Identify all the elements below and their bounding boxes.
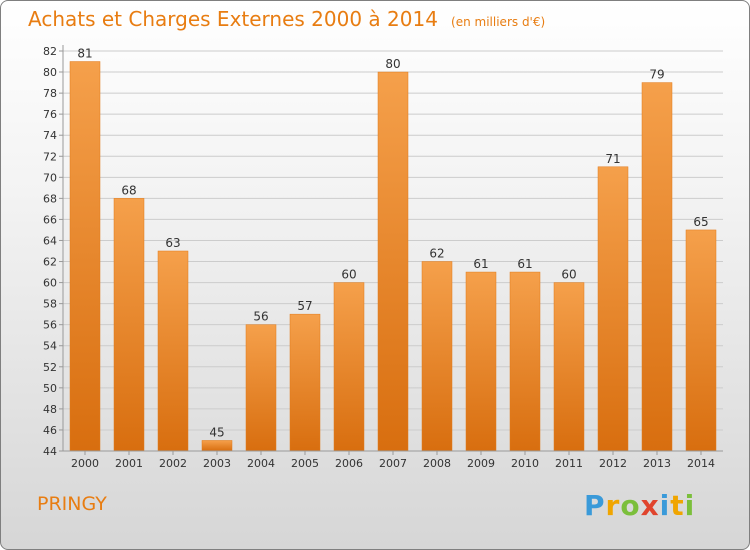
y-tick-label: 60 <box>43 277 57 290</box>
x-tick-label: 2004 <box>247 457 275 470</box>
y-tick-label: 70 <box>43 171 57 184</box>
x-tick-label: 2001 <box>115 457 143 470</box>
x-tick-label: 2005 <box>291 457 319 470</box>
y-tick-label: 44 <box>43 445 57 458</box>
data-label: 57 <box>297 299 312 313</box>
bar <box>333 282 365 452</box>
data-label: 63 <box>165 236 180 250</box>
logo-letter: i <box>684 489 696 522</box>
x-tick-label: 2006 <box>335 457 363 470</box>
bar <box>597 166 629 452</box>
y-tick-label: 56 <box>43 319 57 332</box>
x-tick-label: 2013 <box>643 457 671 470</box>
data-label: 61 <box>473 257 488 271</box>
bar <box>245 324 277 452</box>
y-tick-label: 72 <box>43 150 57 163</box>
y-tick-label: 78 <box>43 87 57 100</box>
bar <box>201 440 233 452</box>
logo-letter: o <box>620 489 641 522</box>
x-tick-label: 2010 <box>511 457 539 470</box>
data-label: 62 <box>429 247 444 261</box>
data-label: 45 <box>209 425 224 439</box>
proxiti-logo[interactable]: Proxiti <box>584 489 695 522</box>
chart-unit: (en milliers d'€) <box>451 15 546 29</box>
data-label: 68 <box>121 183 136 197</box>
x-tick-label: 2008 <box>423 457 451 470</box>
y-tick-label: 74 <box>43 129 57 142</box>
bar <box>685 229 717 452</box>
data-label: 60 <box>561 268 576 282</box>
x-tick-label: 2011 <box>555 457 583 470</box>
y-tick-label: 58 <box>43 298 57 311</box>
data-label: 60 <box>341 268 356 282</box>
data-label: 65 <box>693 215 708 229</box>
bar <box>289 313 321 452</box>
logo-letter: x <box>640 489 660 522</box>
y-tick-label: 54 <box>43 340 57 353</box>
y-tick-label: 82 <box>43 45 57 58</box>
bar <box>377 71 409 452</box>
logo-letter: P <box>584 489 606 522</box>
y-tick-label: 66 <box>43 213 57 226</box>
data-label: 71 <box>605 152 620 166</box>
data-label: 79 <box>649 68 664 82</box>
data-label: 80 <box>385 57 400 71</box>
data-label: 56 <box>253 310 268 324</box>
y-tick-label: 64 <box>43 234 57 247</box>
bar <box>421 261 453 452</box>
chart-title-block: Achats et Charges Externes 2000 à 2014 (… <box>28 7 545 31</box>
commune-name: PRINGY <box>37 493 107 515</box>
logo-letter: i <box>659 489 671 522</box>
x-tick-label: 2012 <box>599 457 627 470</box>
x-tick-label: 2007 <box>379 457 407 470</box>
y-tick-label: 68 <box>43 192 57 205</box>
logo-letter: r <box>605 489 621 522</box>
chart-title: Achats et Charges Externes 2000 à 2014 <box>28 7 438 31</box>
y-tick-label: 62 <box>43 256 57 269</box>
bar <box>465 271 497 452</box>
logo-letter: t <box>670 489 685 522</box>
y-tick-label: 48 <box>43 403 57 416</box>
bar <box>641 82 673 452</box>
x-tick-label: 2002 <box>159 457 187 470</box>
data-label: 81 <box>77 47 92 61</box>
y-tick-label: 46 <box>43 424 57 437</box>
x-tick-label: 2014 <box>687 457 715 470</box>
bar <box>113 198 145 452</box>
x-tick-label: 2009 <box>467 457 495 470</box>
y-tick-label: 76 <box>43 108 57 121</box>
x-tick-label: 2003 <box>203 457 231 470</box>
bar <box>553 282 585 452</box>
y-tick-label: 50 <box>43 382 57 395</box>
y-tick-label: 52 <box>43 361 57 374</box>
bar <box>69 61 101 452</box>
bar <box>509 271 541 452</box>
bar <box>157 250 189 452</box>
x-tick-label: 2000 <box>71 457 99 470</box>
data-label: 61 <box>517 257 532 271</box>
y-tick-label: 80 <box>43 66 57 79</box>
